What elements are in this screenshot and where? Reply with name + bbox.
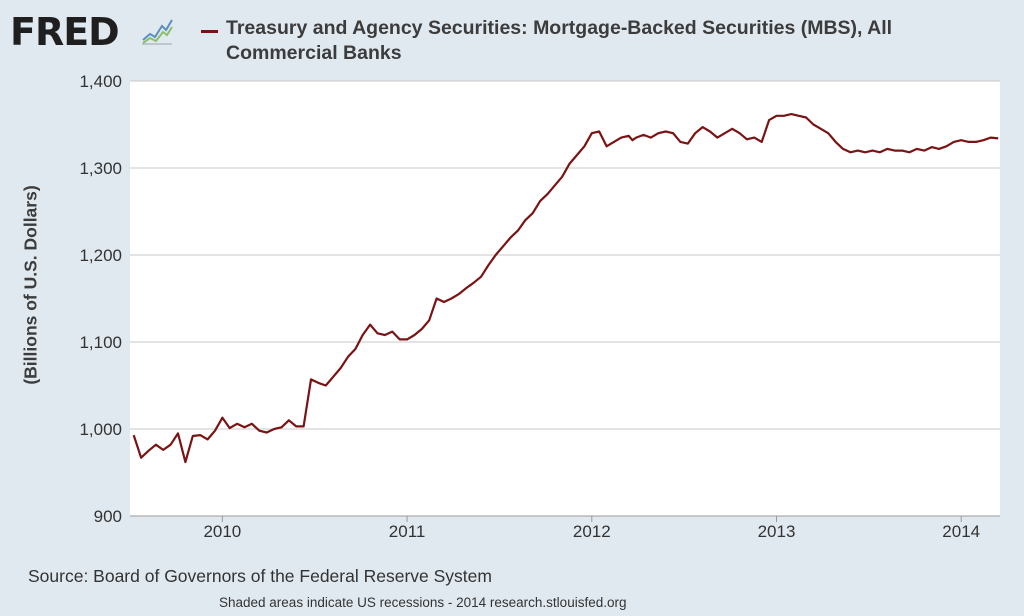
plot-area [130,81,1000,516]
line-chart: 900 1,000 1,100 1,200 1,300 1,400 2010 2011 2012… [79,72,1000,541]
source-text: Source: Board of Governors of the Federa… [28,566,492,586]
line-chart-icon [142,19,173,45]
y-tick-label: 1,100 [79,333,122,352]
x-tick-label: 2011 [389,522,426,541]
chart-title: Treasury and Agency Securities: Mortgage… [226,16,892,66]
y-tick-label: 1,300 [79,159,122,178]
fred-logo[interactable]: FRED [10,10,120,54]
y-tick-label: 900 [94,507,122,526]
chart-title-line-2: Commercial Banks [226,42,402,64]
x-tick-label: 2013 [758,522,796,541]
x-tick-label: 2010 [203,522,241,541]
x-tick-label: 2014 [942,522,980,541]
x-tick-label: 2012 [573,522,611,541]
y-tick-label: 1,000 [79,420,122,439]
legend-swatch [201,30,218,33]
y-tick-label: 1,400 [79,72,122,91]
chart-title-line-1: Treasury and Agency Securities: Mortgage… [226,17,893,39]
chart-header: FRED Treasury and Agency Securities: Mor… [0,0,1024,72]
y-tick-label: 1,200 [79,246,122,265]
series-line [132,112,999,464]
footnote-text[interactable]: Shaded areas indicate US recessions - 20… [219,595,627,610]
